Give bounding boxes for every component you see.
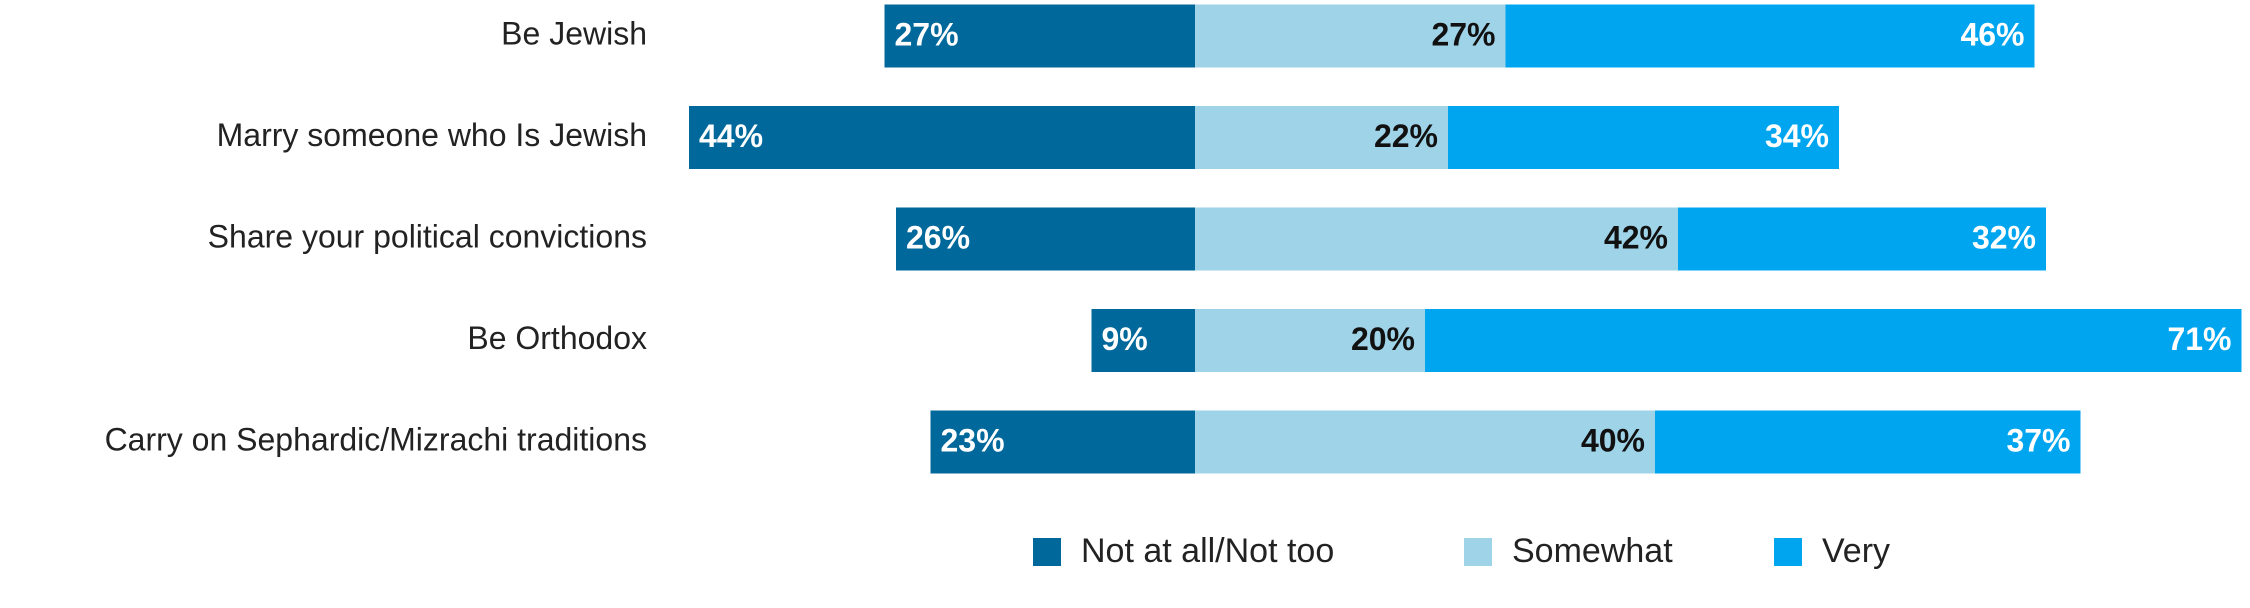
bar-segment [1655,410,2081,474]
bar-segment [1448,106,1839,169]
category-label: Be Orthodox [467,320,647,356]
value-label: 71% [2167,321,2231,357]
category-label: Be Jewish [501,15,647,51]
value-label: 32% [1972,219,2036,255]
bar-segment [1195,4,1506,68]
value-label: 23% [941,422,1005,458]
bar-segment [896,207,1195,271]
bar-segment [1678,207,2046,271]
legend-swatch [1774,538,1802,566]
value-label: 40% [1581,422,1645,458]
category-label: Marry someone who Is Jewish [217,117,647,153]
bar-segment [884,4,1195,68]
legend-label: Somewhat [1512,532,1673,570]
bar-segment [1195,410,1655,474]
legend-label: Not at all/Not too [1081,532,1334,570]
value-label: 9% [1102,321,1148,357]
value-label: 44% [699,118,763,154]
category-label: Share your political convictions [208,218,647,254]
bar-segment [1505,4,2035,68]
value-label: 22% [1374,118,1438,154]
value-label: 42% [1604,219,1668,255]
legend-swatch [1464,538,1492,566]
bar-segment [1091,309,1195,372]
category-label: Carry on Sephardic/Mizrachi traditions [105,421,647,457]
legend-swatch [1033,538,1061,566]
bar-segment [689,106,1195,169]
bar-segment [930,410,1195,474]
bar-segment [1195,106,1448,169]
bar-segment [1195,207,1678,271]
value-label: 20% [1351,321,1415,357]
value-label: 27% [1431,16,1495,52]
bar-segment [1195,309,1425,372]
value-label: 46% [1960,16,2024,52]
bar-segment [1425,309,2242,372]
legend-label: Very [1822,532,1890,570]
value-label: 27% [895,16,959,52]
value-label: 37% [2006,422,2070,458]
value-label: 26% [906,219,970,255]
value-label: 34% [1765,118,1829,154]
